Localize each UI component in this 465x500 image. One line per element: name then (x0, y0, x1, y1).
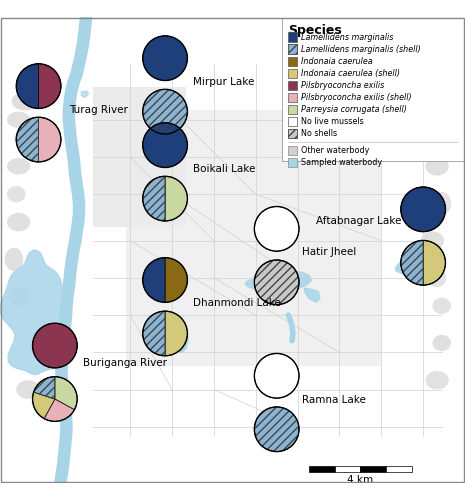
Wedge shape (254, 206, 299, 251)
FancyBboxPatch shape (282, 18, 464, 161)
Wedge shape (39, 64, 61, 108)
Polygon shape (246, 271, 312, 291)
Bar (288, 105, 297, 114)
Ellipse shape (7, 112, 30, 128)
Polygon shape (395, 260, 416, 276)
Wedge shape (143, 36, 187, 80)
Bar (386, 466, 412, 472)
Ellipse shape (7, 213, 30, 232)
Bar (288, 117, 297, 126)
Text: Turag River: Turag River (69, 106, 128, 116)
Wedge shape (143, 311, 165, 356)
Wedge shape (33, 376, 55, 399)
Ellipse shape (432, 298, 451, 314)
Bar (288, 93, 297, 102)
Bar (335, 466, 360, 472)
Text: No shells: No shells (301, 129, 337, 138)
Ellipse shape (7, 186, 26, 202)
Wedge shape (33, 323, 77, 368)
Wedge shape (401, 240, 423, 285)
Ellipse shape (432, 335, 451, 351)
Wedge shape (44, 399, 74, 421)
Ellipse shape (7, 158, 30, 174)
Bar (126, 110, 381, 366)
Ellipse shape (425, 157, 449, 176)
Bar (288, 80, 297, 90)
Text: Dhanmondi Lake: Dhanmondi Lake (193, 298, 281, 308)
Text: Indonaia caerulea: Indonaia caerulea (301, 56, 372, 66)
Ellipse shape (5, 248, 23, 271)
Ellipse shape (432, 192, 451, 215)
Text: Hatir Jheel: Hatir Jheel (302, 248, 357, 258)
Wedge shape (254, 354, 299, 398)
Ellipse shape (425, 371, 449, 390)
Wedge shape (33, 392, 55, 418)
Text: Pilsbryoconcha exilis: Pilsbryoconcha exilis (301, 81, 384, 90)
Polygon shape (0, 250, 70, 374)
Text: No live mussels: No live mussels (301, 117, 364, 126)
Bar (309, 466, 335, 472)
Ellipse shape (414, 118, 442, 141)
Text: Lamellidens marginalis: Lamellidens marginalis (301, 32, 393, 42)
Text: Ramna Lake: Ramna Lake (302, 394, 366, 404)
Bar (288, 129, 297, 138)
Text: Buriganga River: Buriganga River (83, 358, 167, 368)
Wedge shape (143, 258, 165, 302)
Text: Other waterbody: Other waterbody (301, 146, 369, 155)
Wedge shape (16, 117, 39, 162)
Polygon shape (305, 288, 320, 302)
Text: Indonaia caerulea (shell): Indonaia caerulea (shell) (301, 69, 400, 78)
Text: Species: Species (288, 24, 342, 38)
Ellipse shape (9, 287, 28, 306)
Bar (288, 56, 297, 66)
Bar (288, 129, 297, 138)
Ellipse shape (351, 110, 374, 129)
Wedge shape (143, 176, 165, 221)
Wedge shape (16, 64, 39, 108)
Text: Boikali Lake: Boikali Lake (193, 164, 255, 173)
Wedge shape (165, 258, 187, 302)
Text: Sampled waterbody: Sampled waterbody (301, 158, 382, 168)
Text: Mirpur Lake: Mirpur Lake (193, 76, 254, 86)
Wedge shape (165, 176, 187, 221)
Polygon shape (81, 91, 88, 98)
Bar (288, 146, 297, 156)
Ellipse shape (12, 92, 40, 110)
Ellipse shape (421, 232, 444, 250)
Wedge shape (165, 311, 187, 356)
Bar (288, 158, 297, 168)
Wedge shape (143, 90, 187, 134)
Bar (93, 87, 186, 226)
Ellipse shape (16, 380, 40, 399)
Wedge shape (423, 240, 445, 285)
Bar (288, 68, 297, 78)
Wedge shape (254, 407, 299, 452)
Ellipse shape (14, 132, 33, 145)
Text: 4 km: 4 km (347, 474, 373, 484)
Bar (288, 32, 297, 42)
Wedge shape (401, 187, 445, 232)
Ellipse shape (386, 94, 405, 108)
Text: Lamellidens marginalis (shell): Lamellidens marginalis (shell) (301, 44, 421, 54)
Wedge shape (143, 123, 187, 168)
Text: Parreysia corrugata (shell): Parreysia corrugata (shell) (301, 105, 407, 114)
Bar (360, 466, 386, 472)
Wedge shape (39, 117, 61, 162)
Wedge shape (55, 376, 77, 410)
Bar (288, 44, 297, 54)
Bar (288, 44, 297, 54)
Text: Pilsbryoconcha exilis (shell): Pilsbryoconcha exilis (shell) (301, 93, 412, 102)
Ellipse shape (428, 268, 446, 287)
Wedge shape (254, 260, 299, 304)
Text: Aftabnagar Lake: Aftabnagar Lake (316, 216, 402, 226)
